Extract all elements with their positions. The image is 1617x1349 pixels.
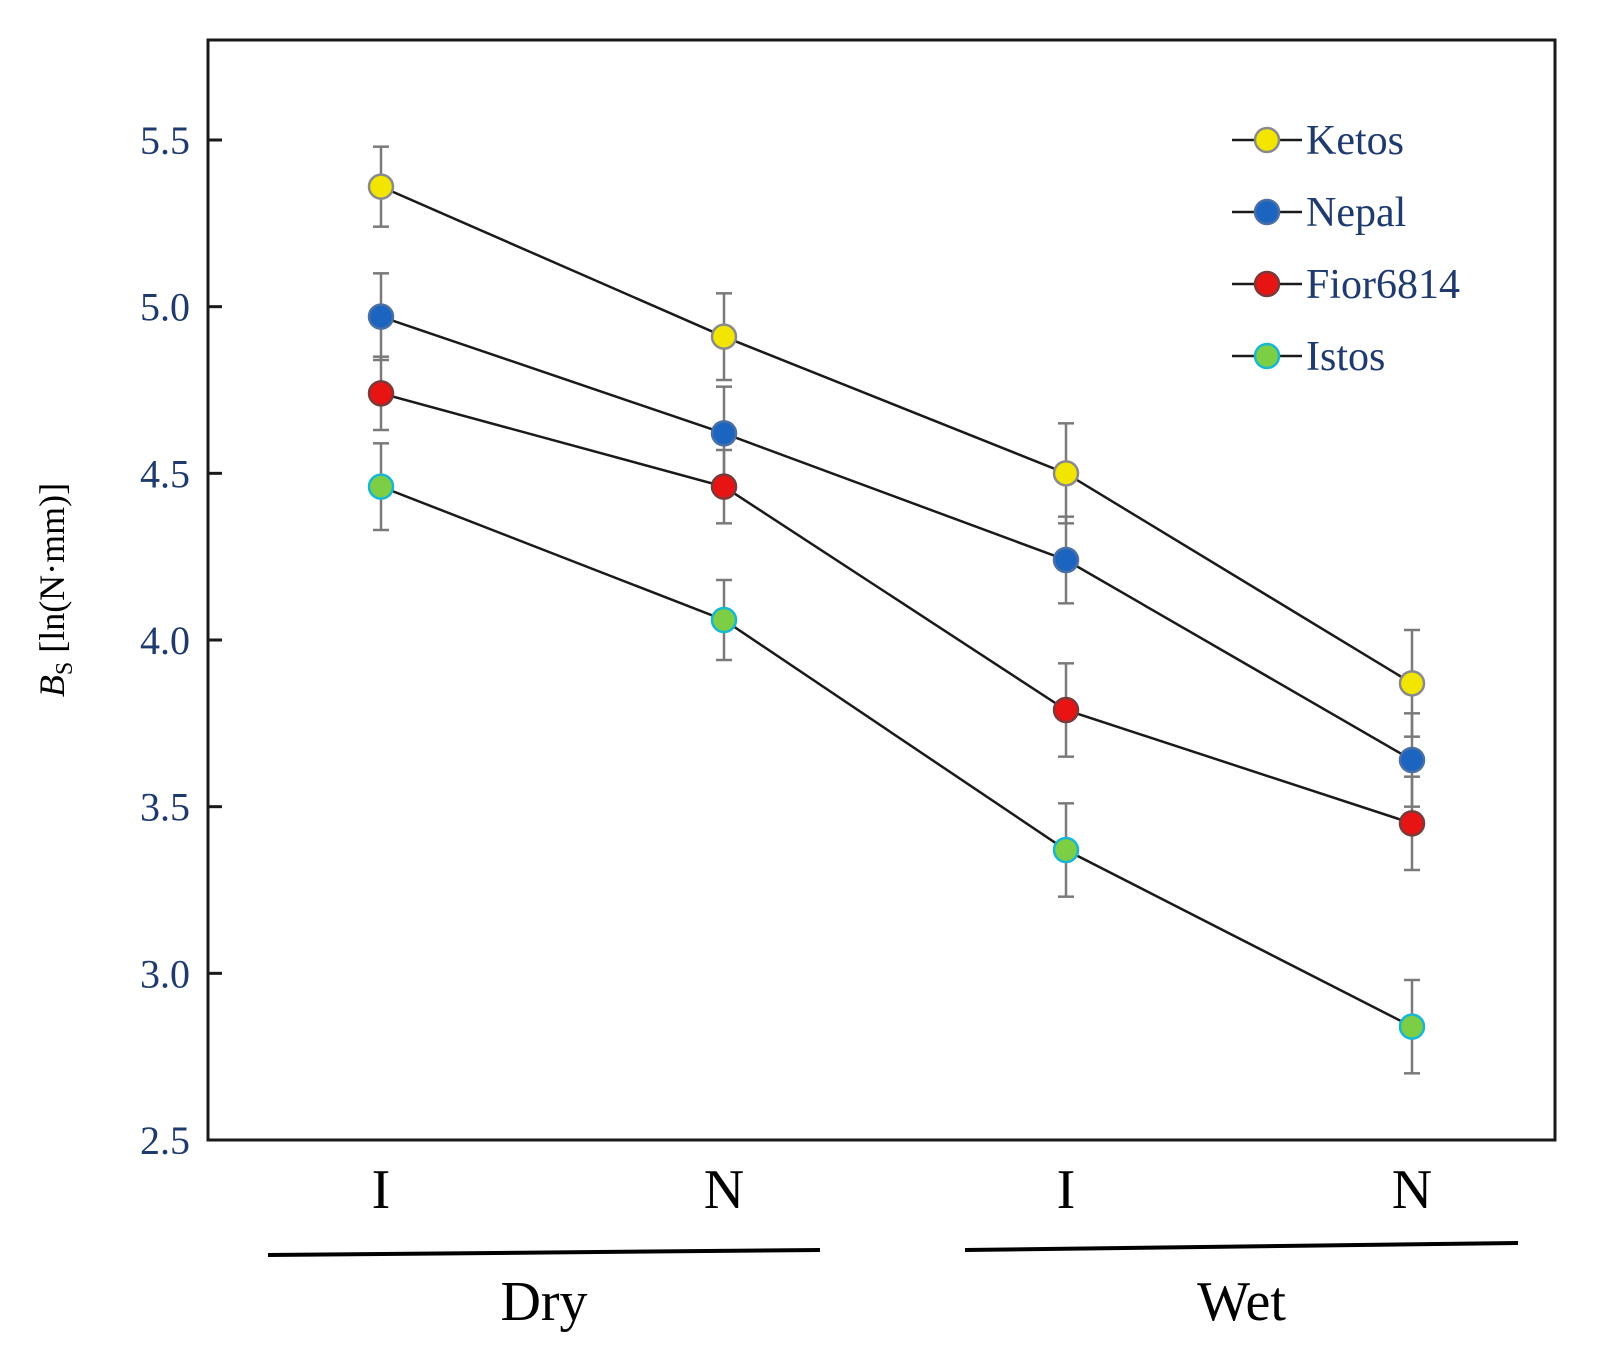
y-axis-label: BS [ln(N·mm)] [32,483,78,697]
y-tick-label: 5.5 [140,118,190,163]
legend-label: Ketos [1306,118,1404,164]
data-point [1398,810,1426,837]
data-point [367,173,395,200]
legend-label: Fior6814 [1306,262,1460,308]
data-point [367,473,395,500]
data-point [367,380,395,407]
legend-marker [1253,342,1281,370]
data-point [1398,1013,1426,1040]
series-line [380,185,1413,685]
series-line [380,392,1413,825]
group-label: Wet [1197,1271,1286,1333]
series-line [380,485,1413,1028]
group-underline [267,1248,821,1257]
x-tick-label: N [1392,1159,1432,1221]
group-label: Dry [500,1271,587,1333]
data-point [1398,670,1426,697]
data-point [710,323,738,350]
data-point [710,420,738,447]
data-point [1052,460,1080,487]
x-tick-label: I [372,1159,391,1221]
legend-label: Istos [1306,334,1385,380]
y-tick-label: 4.0 [140,618,190,663]
data-point [1052,696,1080,724]
y-tick-label: 4.5 [140,451,190,496]
data-point [1398,746,1426,774]
legend-marker [1253,198,1281,226]
legend-label: Nepal [1306,190,1406,236]
plot-frame [206,38,1557,1142]
legend-marker [1253,270,1281,298]
data-point [710,606,738,634]
data-point [367,303,395,330]
x-tick-label: I [1057,1159,1076,1221]
data-point [1052,836,1080,864]
x-tick-label: N [704,1159,744,1221]
group-underline [964,1241,1519,1252]
y-tick-label: 2.5 [140,1118,190,1163]
data-point [1052,546,1080,574]
series-line [380,315,1413,762]
y-tick-label: 3.5 [140,785,190,830]
y-tick-label: 3.0 [140,951,190,996]
y-tick-label: 5.0 [140,285,190,330]
legend-marker [1253,126,1281,154]
data-point [710,473,738,500]
